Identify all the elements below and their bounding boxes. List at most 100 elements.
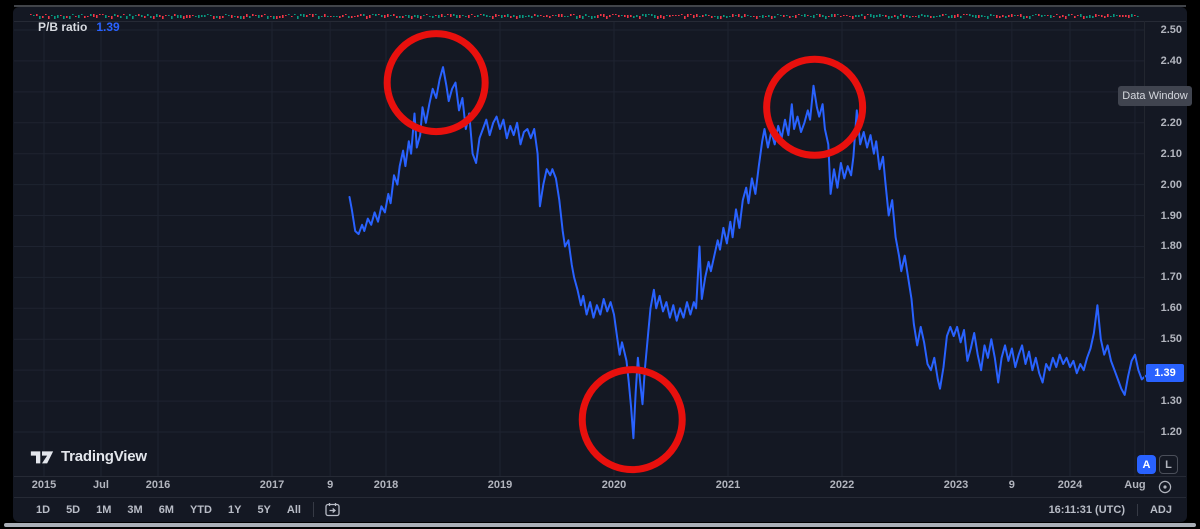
mini-candle xyxy=(1092,16,1094,18)
mini-candle xyxy=(846,15,848,16)
go-to-realtime-icon[interactable] xyxy=(1156,478,1174,496)
clock-utc[interactable]: 16:11:31 (UTC) xyxy=(1048,503,1125,516)
mini-candle xyxy=(513,15,515,17)
mini-candle xyxy=(135,15,137,16)
mini-candle xyxy=(549,16,551,18)
mini-candle xyxy=(1077,15,1079,16)
mini-candle xyxy=(582,16,584,19)
range-button-5y[interactable]: 5Y xyxy=(251,501,276,519)
mini-candle xyxy=(447,14,449,15)
range-button-1m[interactable]: 1M xyxy=(90,501,117,519)
mini-candle xyxy=(528,15,530,17)
mini-candle xyxy=(30,14,32,15)
mini-candle xyxy=(774,16,776,18)
mini-candle xyxy=(1065,16,1067,19)
mini-candle xyxy=(132,16,134,19)
mini-candle xyxy=(975,15,977,18)
mini-candle xyxy=(627,15,629,18)
mini-candle xyxy=(342,15,344,17)
mini-candle xyxy=(588,16,590,17)
mini-candle xyxy=(921,14,923,16)
mini-candle xyxy=(96,15,98,18)
range-button-ytd[interactable]: YTD xyxy=(184,501,218,519)
price-scale-label: 1.80 xyxy=(1160,240,1182,253)
series-last-value: 1.39 xyxy=(96,20,120,34)
mini-candle xyxy=(393,14,395,16)
mini-candle xyxy=(1116,15,1118,16)
mini-candle xyxy=(816,14,818,15)
adjust-data-toggle[interactable]: ADJ xyxy=(1136,503,1172,516)
mini-candle xyxy=(321,16,323,17)
mini-candle xyxy=(252,14,254,16)
series-legend: P/B ratio 1.39 xyxy=(38,20,120,34)
mini-candle xyxy=(912,16,914,17)
mini-candle xyxy=(819,14,821,17)
mini-candle xyxy=(90,14,92,16)
range-button-1d[interactable]: 1D xyxy=(30,501,56,519)
mini-candle xyxy=(63,16,65,19)
mini-candle xyxy=(957,14,959,17)
mini-candle xyxy=(1137,16,1139,17)
mini-candle xyxy=(294,14,296,15)
price-scale-label: 1.70 xyxy=(1160,271,1182,284)
range-button-3m[interactable]: 3M xyxy=(121,501,148,519)
mini-candle xyxy=(894,15,896,17)
mini-candle xyxy=(915,16,917,17)
mini-candle xyxy=(411,16,413,19)
mini-candle xyxy=(492,16,494,19)
mini-candle xyxy=(213,16,215,19)
mini-candle xyxy=(798,14,800,15)
mini-candle xyxy=(615,14,617,15)
mini-candle xyxy=(330,16,332,17)
mini-candle xyxy=(495,14,497,17)
minimized-price-pane[interactable] xyxy=(0,0,1200,22)
calendar-arrow-icon xyxy=(325,503,340,517)
mini-candle xyxy=(423,15,425,16)
mini-candle xyxy=(597,15,599,18)
mini-candle xyxy=(453,14,455,16)
mini-candle xyxy=(705,14,707,16)
mini-candle xyxy=(783,15,785,17)
mini-candle xyxy=(465,16,467,17)
mini-candle xyxy=(777,14,779,15)
mini-candle xyxy=(669,15,671,17)
mini-candle xyxy=(180,15,182,18)
mini-candle xyxy=(612,14,614,15)
mini-candle xyxy=(972,15,974,17)
mini-candle xyxy=(288,14,290,15)
mini-candle xyxy=(1104,16,1106,18)
go-to-date-button[interactable] xyxy=(320,499,345,520)
price-scale-label: 1.60 xyxy=(1160,302,1182,315)
mini-candle xyxy=(408,15,410,18)
mini-candle xyxy=(576,16,578,19)
mini-candle xyxy=(186,15,188,18)
range-button-5d[interactable]: 5D xyxy=(60,501,86,519)
pane-separator[interactable] xyxy=(14,21,1186,22)
mini-candle xyxy=(363,14,365,16)
mini-candle xyxy=(45,14,47,15)
tradingview-logo[interactable]: TradingView xyxy=(30,447,147,466)
mini-candle xyxy=(573,14,575,15)
mini-candle xyxy=(858,15,860,17)
mini-candle xyxy=(564,16,566,17)
mini-candle xyxy=(555,15,557,16)
mini-candle xyxy=(930,16,932,18)
mini-candle xyxy=(648,14,650,15)
range-button-all[interactable]: All xyxy=(281,501,307,519)
mini-candle xyxy=(870,14,872,17)
auto-scale-button[interactable]: A xyxy=(1137,455,1156,474)
range-button-1y[interactable]: 1Y xyxy=(222,501,247,519)
mini-candle xyxy=(993,15,995,16)
mini-candle xyxy=(1056,14,1058,15)
mini-candle xyxy=(234,16,236,17)
mini-candle xyxy=(891,16,893,18)
log-scale-button[interactable]: L xyxy=(1159,455,1178,474)
mini-candle xyxy=(273,16,275,19)
price-scale-label: 1.50 xyxy=(1160,333,1182,346)
mini-candle xyxy=(303,14,305,17)
time-scale[interactable]: 2015 Jul 2016 2017 9 2018 2019 2020 2021 2022 2023… xyxy=(14,477,1186,497)
range-button-6m[interactable]: 6M xyxy=(153,501,180,519)
mini-candle xyxy=(807,15,809,16)
mini-candle xyxy=(66,16,68,18)
mini-candle xyxy=(69,16,71,19)
